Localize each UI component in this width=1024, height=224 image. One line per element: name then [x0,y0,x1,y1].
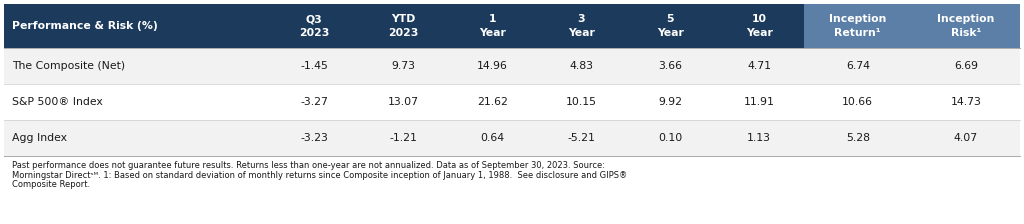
Text: The Composite (Net): The Composite (Net) [12,61,125,71]
Text: -3.27: -3.27 [300,97,328,107]
Bar [4,84,1020,120]
Text: 5.28: 5.28 [846,133,869,143]
Text: -1.21: -1.21 [389,133,417,143]
Text: 6.74: 6.74 [846,61,869,71]
Bar [4,156,1020,220]
Text: Composite Report.: Composite Report. [12,180,90,189]
Text: 9.92: 9.92 [658,97,682,107]
Text: 10.66: 10.66 [843,97,873,107]
Text: 3.66: 3.66 [658,61,682,71]
Text: Year: Year [745,28,773,38]
Text: -1.45: -1.45 [300,61,328,71]
Text: Morningstar Directˢᴹ. 1: Based on standard deviation of monthly returns since Co: Morningstar Directˢᴹ. 1: Based on standa… [12,170,628,179]
Text: S&P 500® Index: S&P 500® Index [12,97,102,107]
Text: 4.83: 4.83 [569,61,593,71]
Text: 0.10: 0.10 [658,133,682,143]
Text: 14.73: 14.73 [950,97,981,107]
Text: 4.71: 4.71 [748,61,771,71]
Text: 2023: 2023 [299,28,330,38]
Text: Agg Index: Agg Index [12,133,67,143]
Text: 0.64: 0.64 [480,133,504,143]
Text: 1.13: 1.13 [748,133,771,143]
Text: Year: Year [479,28,506,38]
Text: Q3: Q3 [306,14,323,24]
Text: 1: 1 [488,14,496,24]
Text: 2023: 2023 [388,28,419,38]
Text: 14.96: 14.96 [477,61,508,71]
Text: 10.15: 10.15 [565,97,597,107]
Text: 6.69: 6.69 [954,61,978,71]
Text: Past performance does not guarantee future results. Returns less than one-year a: Past performance does not guarantee futu… [12,161,605,170]
Bar [4,48,1020,84]
Text: 3: 3 [578,14,585,24]
Text: 4.07: 4.07 [954,133,978,143]
Text: Return¹: Return¹ [835,28,881,38]
Text: 5: 5 [667,14,674,24]
Text: Inception: Inception [937,14,994,24]
Text: Inception: Inception [829,14,887,24]
Bar [804,4,1020,48]
Text: Year: Year [567,28,595,38]
Text: 11.91: 11.91 [743,97,774,107]
Text: -3.23: -3.23 [300,133,328,143]
Bar [4,4,804,48]
Text: 10: 10 [752,14,767,24]
Text: Risk¹: Risk¹ [950,28,981,38]
Text: Year: Year [656,28,684,38]
Text: 13.07: 13.07 [388,97,419,107]
Text: -5.21: -5.21 [567,133,595,143]
Text: YTD: YTD [391,14,416,24]
Text: Performance & Risk (%): Performance & Risk (%) [12,21,158,31]
Text: 21.62: 21.62 [477,97,508,107]
Text: 9.73: 9.73 [391,61,415,71]
Bar [4,120,1020,156]
